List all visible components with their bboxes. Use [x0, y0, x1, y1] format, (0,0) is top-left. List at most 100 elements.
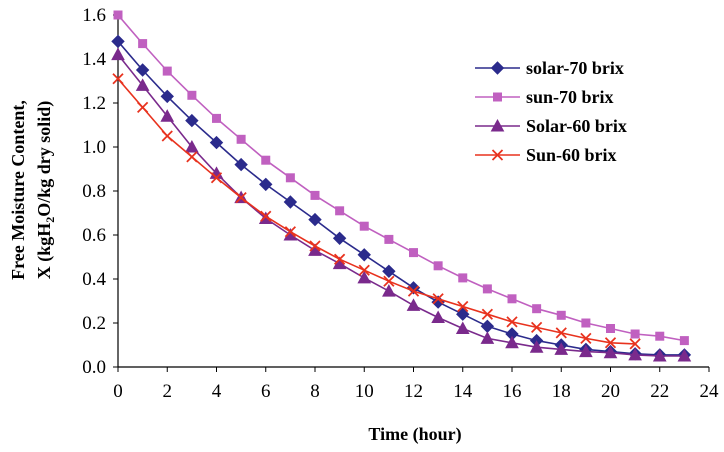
data-point — [308, 212, 322, 227]
data-point — [655, 331, 665, 341]
data-point — [283, 195, 298, 209]
data-point — [187, 90, 197, 100]
y-tick-label: 0.0 — [82, 357, 106, 378]
x-marker-stroke — [383, 275, 395, 287]
data-point — [309, 240, 321, 252]
x-marker-stroke — [235, 191, 247, 204]
data-point — [603, 345, 618, 359]
legend-marker — [490, 118, 505, 132]
data-point — [652, 348, 667, 362]
data-point — [113, 10, 123, 20]
data-point — [529, 340, 544, 353]
x-tick-label: 12 — [404, 381, 423, 402]
x-marker-stroke — [432, 293, 444, 305]
x-tick-label: 6 — [261, 381, 271, 402]
legend-marker — [491, 149, 504, 161]
data-point — [260, 210, 272, 222]
y-axis-title: Free Moisture Content, X (kgH2O/kg dry s… — [8, 100, 57, 280]
series-line — [117, 78, 636, 345]
x-tick-label: 10 — [355, 381, 374, 402]
series-solar-70-brix — [111, 34, 692, 362]
x-marker-stroke — [358, 264, 370, 276]
data-point — [555, 327, 567, 339]
x-tick-label: 8 — [310, 381, 320, 402]
data-point — [359, 221, 369, 231]
data-point — [579, 344, 593, 358]
data-point — [677, 348, 692, 362]
data-point — [135, 78, 150, 91]
data-point — [185, 139, 199, 153]
data-point — [112, 73, 124, 85]
y-tick-label: 1.4 — [82, 49, 106, 70]
x-tick-label: 20 — [601, 381, 620, 402]
series-sun-60-brix — [112, 73, 641, 350]
data-point — [481, 308, 494, 320]
data-point — [310, 190, 320, 200]
legend-item: Sun-60 brix — [475, 145, 617, 165]
data-point — [505, 335, 519, 349]
data-point — [235, 191, 247, 204]
x-marker-stroke — [136, 101, 149, 114]
x-marker-stroke — [481, 308, 494, 320]
y-tick-label: 0.4 — [82, 269, 106, 290]
y-tick-label: 1.6 — [82, 5, 106, 26]
series-solar-60-brix — [111, 47, 692, 362]
data-point — [382, 284, 396, 297]
x-tick-label: 4 — [212, 381, 222, 402]
x-marker-stroke — [555, 327, 567, 339]
legend-label: solar-70 brix — [526, 58, 624, 78]
series-line — [117, 54, 685, 357]
data-point — [580, 332, 592, 345]
y-axis-title-part-1: X (kgH — [34, 223, 55, 280]
data-point — [358, 264, 370, 276]
data-point — [357, 270, 372, 284]
legend-item: sun-70 brix — [475, 87, 614, 107]
x-marker-stroke — [457, 300, 469, 313]
series-sun-70-brix — [113, 10, 689, 346]
x-tick-label: 16 — [503, 381, 522, 402]
y-tick-label: 0.8 — [82, 181, 106, 202]
data-point — [161, 130, 173, 142]
data-point — [209, 135, 224, 150]
data-point — [480, 319, 495, 334]
data-point — [480, 331, 495, 344]
data-point — [406, 298, 421, 311]
data-point — [136, 101, 149, 114]
data-point — [138, 39, 148, 49]
data-point — [335, 206, 345, 216]
data-point — [482, 284, 492, 294]
legend-label: Solar-60 brix — [526, 116, 627, 136]
data-point — [162, 66, 172, 76]
data-point — [432, 293, 444, 305]
legend-item: solar-70 brix — [475, 58, 624, 78]
data-point — [530, 321, 543, 334]
data-point — [111, 47, 125, 61]
data-point — [332, 231, 347, 246]
x-tick-label: 2 — [163, 381, 173, 402]
legend-item: Solar-60 brix — [475, 116, 627, 136]
data-point — [679, 336, 689, 346]
legend-marker — [493, 92, 502, 102]
data-point — [406, 281, 421, 295]
data-point — [357, 248, 371, 262]
x-tick-label: 0 — [113, 381, 123, 402]
x-marker-stroke — [629, 338, 641, 350]
data-point — [186, 151, 198, 163]
legend-marker — [490, 61, 505, 75]
data-point — [606, 324, 615, 333]
y-tick-label: 1.0 — [82, 137, 106, 158]
x-marker-stroke — [604, 337, 617, 349]
data-point — [581, 318, 591, 328]
x-tick-label: 18 — [552, 381, 571, 402]
data-point — [382, 264, 396, 279]
legend: solar-70 brix sun-70 brix Solar-60 brix Sun… — [475, 58, 627, 165]
data-point — [431, 310, 445, 323]
data-point — [604, 337, 617, 349]
x-marker-stroke — [407, 285, 420, 297]
legend-label: sun-70 brix — [526, 87, 614, 107]
data-point — [457, 300, 469, 313]
y-axis-title-line-1: Free Moisture Content, — [8, 100, 28, 280]
x-marker-stroke — [309, 240, 321, 252]
